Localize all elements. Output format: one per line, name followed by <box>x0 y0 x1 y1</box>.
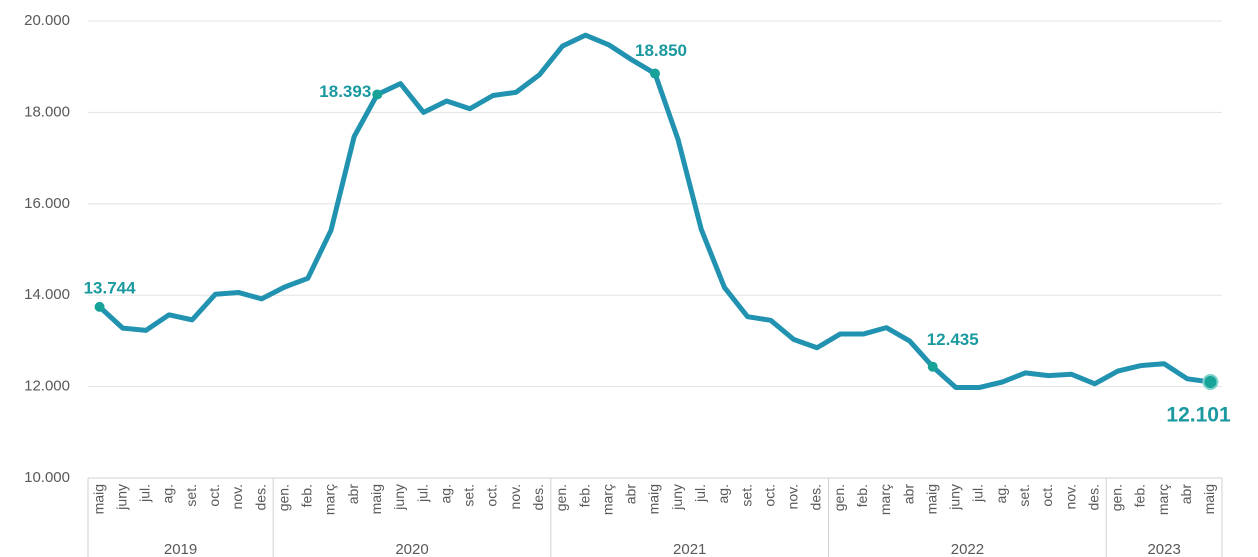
x-tick-label: ag. <box>993 484 1009 503</box>
x-tick-label: oct. <box>206 484 222 507</box>
x-tick-label: oct. <box>761 484 777 507</box>
y-tick-label: 16.000 <box>24 195 70 212</box>
y-tick-label: 18.000 <box>24 103 70 120</box>
x-tick-label: març <box>1155 484 1171 515</box>
x-tick-label: set. <box>738 484 754 507</box>
marker <box>372 89 383 100</box>
x-tick-label: gen. <box>1109 484 1125 511</box>
x-tick-label: oct. <box>1039 484 1055 507</box>
x-tick-label: juny <box>391 484 407 511</box>
marker <box>94 301 105 312</box>
group-label: 2022 <box>951 541 984 557</box>
x-tick-label: ag. <box>715 484 731 503</box>
x-tick-label: set. <box>183 484 199 507</box>
x-tick-label: jul. <box>137 484 153 503</box>
x-tick-label: set. <box>461 484 477 507</box>
x-tick-label: abr <box>345 484 361 505</box>
x-tick-label: gen. <box>275 484 291 511</box>
x-tick-label: juny <box>669 484 685 511</box>
y-tick-label: 10.000 <box>24 469 70 486</box>
y-tick-label: 14.000 <box>24 286 70 303</box>
x-tick-label: març <box>322 484 338 515</box>
x-tick-label: des. <box>1085 484 1101 510</box>
x-tick-label: abr <box>1178 484 1194 505</box>
group-label: 2023 <box>1147 541 1180 557</box>
x-tick-label: feb. <box>1132 484 1148 507</box>
group-label: 2021 <box>673 541 706 557</box>
x-tick-label: nov. <box>229 484 245 509</box>
x-tick-label: ag. <box>160 484 176 503</box>
x-tick-label: nov. <box>785 484 801 509</box>
x-tick-label: juny <box>113 484 129 511</box>
x-tick-label: feb. <box>299 484 315 507</box>
x-tick-label: feb. <box>576 484 592 507</box>
y-tick-label: 12.000 <box>24 378 70 395</box>
x-tick-label: jul. <box>414 484 430 503</box>
x-tick-label: juny <box>947 484 963 511</box>
x-tick-label: ag. <box>437 484 453 503</box>
x-tick-label: maig <box>923 484 939 514</box>
x-tick-label: set. <box>1016 484 1032 507</box>
x-tick-label: març <box>599 484 615 515</box>
group-label: 2019 <box>164 541 197 557</box>
x-tick-label: abr <box>623 484 639 505</box>
x-tick-label: març <box>877 484 893 515</box>
value-label: 12.435 <box>927 330 979 349</box>
x-tick-label: jul. <box>692 484 708 503</box>
marker <box>650 68 660 79</box>
x-tick-label: maig <box>646 484 662 514</box>
value-label: 12.101 <box>1166 404 1231 427</box>
x-tick-label: maig <box>1201 484 1217 514</box>
x-tick-label: nov. <box>507 484 523 509</box>
marker <box>1202 373 1219 390</box>
x-tick-label: feb. <box>854 484 870 507</box>
value-label: 13.744 <box>84 278 137 297</box>
group-label: 2020 <box>395 541 428 557</box>
marker <box>927 361 938 372</box>
x-tick-label: maig <box>368 484 384 514</box>
value-label: 18.850 <box>635 41 687 60</box>
x-tick-label: maig <box>90 484 106 514</box>
x-tick-label: jul. <box>970 484 986 503</box>
x-tick-label: des. <box>808 484 824 510</box>
x-tick-label: gen. <box>553 484 569 511</box>
value-label: 18.393 <box>319 82 371 101</box>
x-tick-label: des. <box>252 484 268 510</box>
x-tick-label: gen. <box>831 484 847 511</box>
x-tick-label: nov. <box>1062 484 1078 509</box>
x-tick-label: abr <box>900 484 916 505</box>
x-tick-label: des. <box>530 484 546 510</box>
y-tick-label: 20.000 <box>24 12 70 29</box>
series-line <box>97 32 1211 391</box>
x-tick-label: oct. <box>484 484 500 507</box>
